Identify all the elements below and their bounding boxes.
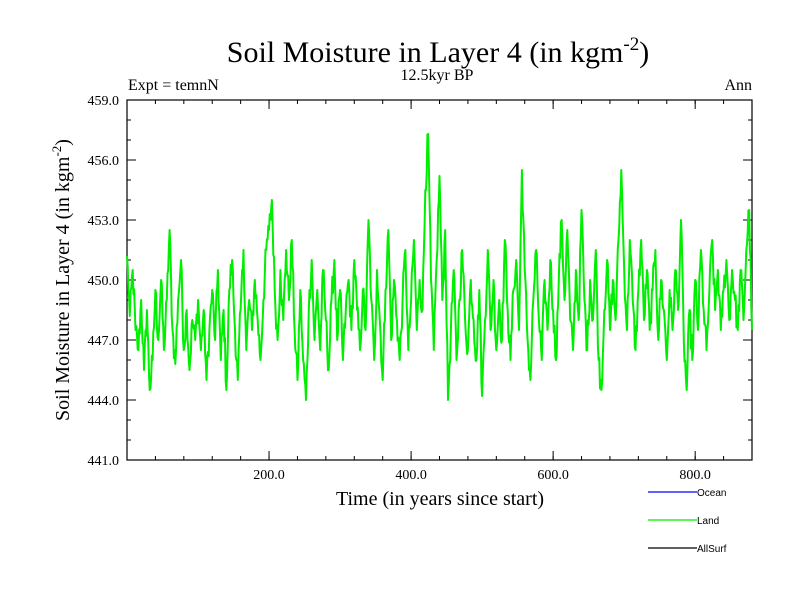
x-axis-title: Time (in years since start)	[336, 488, 544, 510]
legend-ocean-label: Ocean	[697, 488, 726, 499]
y-tick-label: 450.0	[88, 274, 120, 289]
legend-allsurf-label: AllSurf	[697, 544, 727, 555]
y-axis-tick-labels: 441.0 444.0 447.0 450.0 453.0 456.0 459.0	[88, 94, 120, 469]
x-tick-label: 400.0	[395, 468, 427, 483]
legend: Ocean Land AllSurf	[648, 488, 727, 555]
x-tick-label: 600.0	[537, 468, 569, 483]
subtitle-season: Ann	[724, 77, 752, 94]
y-tick-label: 453.0	[88, 214, 120, 229]
x-tick-label: 200.0	[253, 468, 285, 483]
y-tick-label: 447.0	[88, 334, 120, 349]
plot-frame	[126, 99, 753, 461]
x-tick-label: 800.0	[679, 468, 711, 483]
chart-title: Soil Moisture in Layer 4 (in kgm-2)	[227, 34, 649, 69]
y-tick-label: 459.0	[88, 94, 120, 109]
y-tick-label: 456.0	[88, 154, 120, 169]
y-axis-title: Soil Moisture in Layer 4 (in kgm-2)	[49, 139, 74, 421]
subtitle-experiment: Expt = temnN	[128, 77, 219, 94]
subtitle-period: 12.5kyr BP	[401, 67, 474, 84]
axis-ticks	[126, 99, 753, 461]
series-land-line	[126, 133, 753, 401]
legend-land-label: Land	[697, 516, 719, 527]
x-axis-tick-labels: 200.0 400.0 600.0 800.0	[253, 468, 711, 483]
y-tick-label: 441.0	[88, 454, 120, 469]
y-tick-label: 444.0	[88, 394, 120, 409]
